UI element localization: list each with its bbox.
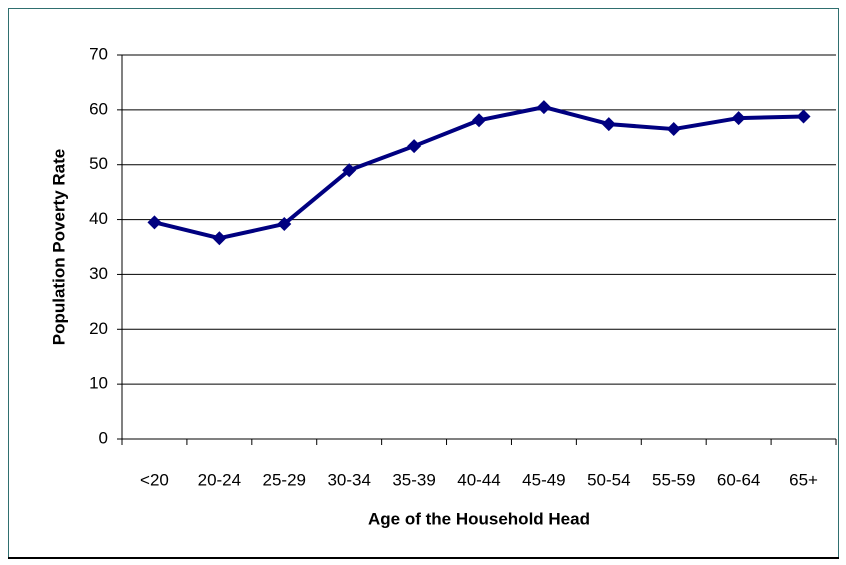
y-tick-label: 60 bbox=[89, 99, 108, 118]
x-tick-label: 50-54 bbox=[587, 470, 630, 489]
x-tick-label: 60-64 bbox=[717, 470, 760, 489]
x-tick-label: 65+ bbox=[789, 470, 818, 489]
y-tick-label: 0 bbox=[99, 428, 108, 447]
y-axis-title: Population Poverty Rate bbox=[49, 149, 68, 345]
y-tick-label: 10 bbox=[89, 374, 108, 393]
marker bbox=[731, 111, 746, 126]
marker bbox=[407, 139, 422, 154]
marker bbox=[342, 163, 357, 178]
marker bbox=[147, 215, 162, 230]
x-tick-label: 30-34 bbox=[327, 470, 370, 489]
x-tick-label: <20 bbox=[140, 470, 169, 489]
chart-frame bbox=[8, 8, 839, 558]
x-tick-label: 25-29 bbox=[263, 470, 306, 489]
x-tick-label: 40-44 bbox=[457, 470, 500, 489]
y-tick-label: 40 bbox=[89, 209, 108, 228]
y-tick-label: 20 bbox=[89, 319, 108, 338]
y-tick-label: 30 bbox=[89, 264, 108, 283]
x-tick-label: 20-24 bbox=[198, 470, 241, 489]
marker bbox=[796, 109, 811, 124]
marker bbox=[277, 216, 292, 231]
marker bbox=[601, 117, 616, 132]
x-tick-label: 55-59 bbox=[652, 470, 695, 489]
marker bbox=[536, 100, 551, 115]
x-tick-label: 45-49 bbox=[522, 470, 565, 489]
y-tick-label: 70 bbox=[89, 44, 108, 63]
marker bbox=[666, 122, 681, 137]
y-tick-label: 50 bbox=[89, 154, 108, 173]
marker bbox=[212, 231, 227, 246]
marker bbox=[472, 113, 486, 128]
x-tick-label: 35-39 bbox=[392, 470, 435, 489]
x-axis-title: Age of the Household Head bbox=[368, 509, 590, 528]
